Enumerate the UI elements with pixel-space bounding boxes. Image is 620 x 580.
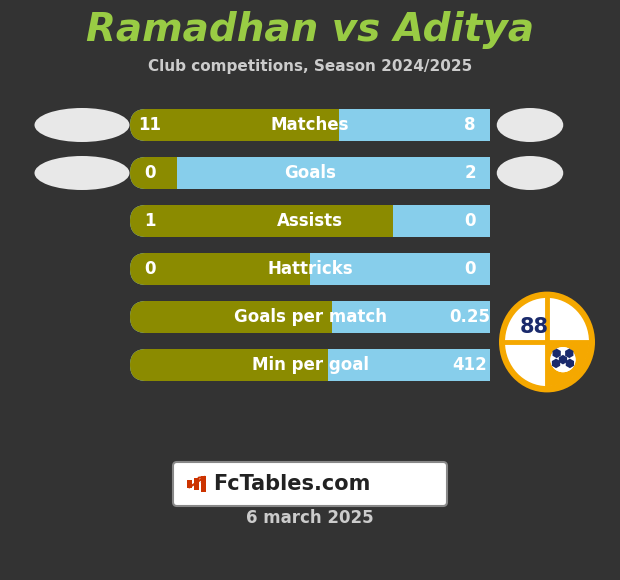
- Polygon shape: [552, 358, 560, 368]
- Text: 412: 412: [453, 356, 487, 374]
- FancyBboxPatch shape: [130, 205, 490, 237]
- Polygon shape: [552, 349, 561, 358]
- FancyBboxPatch shape: [458, 157, 490, 189]
- Bar: [201, 476, 206, 492]
- Text: 0: 0: [144, 164, 156, 182]
- Ellipse shape: [499, 292, 595, 393]
- Ellipse shape: [505, 298, 589, 386]
- Polygon shape: [559, 355, 567, 364]
- Circle shape: [551, 347, 575, 372]
- Circle shape: [551, 347, 575, 372]
- Bar: [339, 109, 490, 141]
- Bar: [177, 157, 490, 189]
- Polygon shape: [565, 349, 574, 358]
- Text: 11: 11: [138, 116, 161, 134]
- FancyBboxPatch shape: [130, 253, 490, 285]
- Ellipse shape: [497, 156, 563, 190]
- FancyBboxPatch shape: [130, 109, 490, 141]
- FancyBboxPatch shape: [458, 301, 490, 333]
- Text: 1: 1: [144, 212, 156, 230]
- Text: Ramadhan vs Aditya: Ramadhan vs Aditya: [86, 11, 534, 49]
- FancyBboxPatch shape: [130, 157, 490, 189]
- FancyBboxPatch shape: [458, 109, 490, 141]
- Text: 88: 88: [520, 317, 549, 338]
- FancyBboxPatch shape: [130, 109, 490, 141]
- Ellipse shape: [35, 108, 130, 142]
- FancyBboxPatch shape: [130, 349, 490, 381]
- Text: 0: 0: [144, 260, 156, 278]
- Text: Assists: Assists: [277, 212, 343, 230]
- Bar: [332, 301, 490, 333]
- Text: 6 march 2025: 6 march 2025: [246, 509, 374, 527]
- Text: Min per goal: Min per goal: [252, 356, 368, 374]
- FancyBboxPatch shape: [458, 205, 490, 237]
- Text: Matches: Matches: [271, 116, 349, 134]
- Bar: [328, 349, 490, 381]
- Text: 2: 2: [464, 164, 476, 182]
- Bar: [310, 253, 490, 285]
- Text: Hattricks: Hattricks: [267, 260, 353, 278]
- FancyBboxPatch shape: [458, 253, 490, 285]
- Text: Goals: Goals: [284, 164, 336, 182]
- Text: 0: 0: [464, 212, 476, 230]
- FancyBboxPatch shape: [130, 253, 490, 285]
- Text: 0: 0: [464, 260, 476, 278]
- Bar: [393, 205, 490, 237]
- Polygon shape: [547, 342, 589, 386]
- Ellipse shape: [35, 156, 130, 190]
- FancyBboxPatch shape: [458, 349, 490, 381]
- FancyBboxPatch shape: [130, 157, 490, 189]
- Text: Goals per match: Goals per match: [234, 308, 386, 326]
- Text: 8: 8: [464, 116, 476, 134]
- FancyBboxPatch shape: [130, 205, 490, 237]
- FancyBboxPatch shape: [130, 301, 490, 333]
- FancyBboxPatch shape: [130, 349, 490, 381]
- Text: FcTables.com: FcTables.com: [213, 474, 370, 494]
- Bar: [187, 480, 192, 488]
- Text: Club competitions, Season 2024/2025: Club competitions, Season 2024/2025: [148, 60, 472, 74]
- Polygon shape: [565, 358, 574, 368]
- Text: 0.25: 0.25: [450, 308, 490, 326]
- FancyBboxPatch shape: [130, 301, 490, 333]
- Bar: [194, 478, 199, 490]
- FancyBboxPatch shape: [173, 462, 447, 506]
- Ellipse shape: [497, 108, 563, 142]
